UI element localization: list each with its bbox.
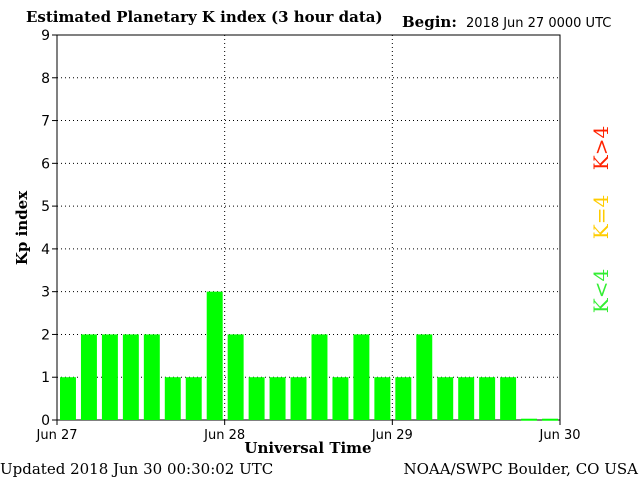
x-tick-label: Jun 29 [371,428,413,443]
kp-bar [500,377,517,420]
grid-lines [57,34,560,420]
kp-bar [290,377,307,420]
legend-k-eq-4: K=4 [589,195,613,239]
kp-bar [542,418,558,421]
plot-frame [56,34,561,421]
begin-label: Begin: [402,13,457,31]
y-tick-label: 2 [41,327,50,343]
kp-bar [458,377,475,420]
kp-bar [395,377,412,420]
y-tick-label: 5 [41,199,50,215]
legend-k-gt-4: K>4 [589,126,613,170]
kp-bar [60,377,76,420]
y-tick-label: 1 [41,370,50,386]
y-tick-label: 8 [41,71,50,87]
chart-title: Estimated Planetary K index (3 hour data… [26,8,383,26]
kp-bar [437,377,454,420]
kp-bar [143,334,160,420]
kp-bar [185,377,202,420]
kp-bar [521,418,538,421]
kp-bar [164,377,181,420]
y-tick-label: 3 [41,285,50,301]
kp-bar [416,334,433,420]
kp-bar [206,291,223,420]
begin-value: 2018 Jun 27 0000 UTC [466,16,611,31]
kp-bar [353,334,370,420]
y-tick-label: 4 [41,242,50,258]
kp-bar [269,377,286,420]
kp-bar [122,334,139,420]
credit-text: NOAA/SWPC Boulder, CO USA [403,460,638,478]
updated-timestamp: Updated 2018 Jun 30 00:30:02 UTC [0,460,273,478]
kp-bar [479,377,496,420]
x-tick-label: Jun 30 [539,428,581,443]
y-tick-labels: 0 1 2 3 4 5 6 7 8 9 [41,28,57,429]
kp-bar [374,377,391,420]
y-tick-label: 0 [41,413,50,429]
kp-bar [332,377,349,420]
x-axis-label: Universal Time [244,439,371,457]
x-tick-label: Jun 27 [36,428,78,443]
y-axis-label: Kp index [13,190,31,265]
kp-bar [101,334,118,420]
y-tick-label: 9 [41,28,50,44]
x-tick-label: Jun 28 [203,428,245,443]
kp-bar [227,334,244,420]
kp-bar [311,334,328,420]
x-tick-labels: Jun 27 Jun 28 Jun 29 Jun 30 [36,420,581,443]
kp-bar [80,334,97,420]
kp-bar [248,377,265,420]
legend-k-lt-4: K<4 [589,269,613,313]
y-tick-label: 6 [41,156,50,172]
y-tick-label: 7 [41,114,50,130]
bars-group [60,291,558,421]
